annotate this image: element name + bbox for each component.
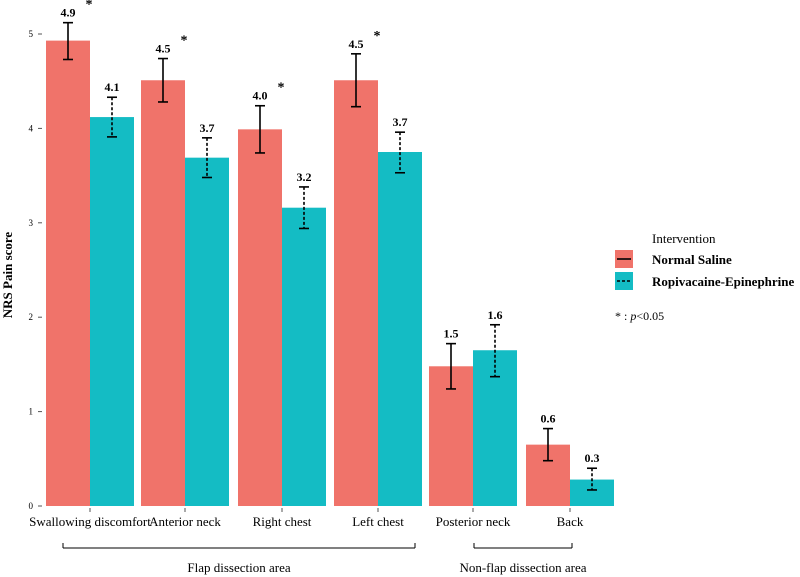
y-tick-label: 1 xyxy=(29,407,34,417)
significance-star: * xyxy=(86,0,93,13)
bar-normal-saline xyxy=(46,40,90,506)
x-tick-label: Posterior neck xyxy=(436,514,511,529)
bars: 4.9 4.1 * 4.5 3.7 * 4.0 3.2 * 4.5 3.7 * 1.5 1.6 0.6 0.3 xyxy=(46,0,614,507)
bar-ropivacaine-epinephrine xyxy=(185,157,229,506)
y-tick-label: 5 xyxy=(29,29,34,39)
significance-star: * xyxy=(181,34,188,49)
legend-label-normal-saline: Normal Saline xyxy=(652,252,732,267)
data-label-ropivacaine-epinephrine: 3.7 xyxy=(200,121,215,135)
bar-ropivacaine-epinephrine xyxy=(378,152,422,506)
x-tick-label: Swallowing discomfort xyxy=(29,514,151,529)
data-label-ropivacaine-epinephrine: 4.1 xyxy=(105,80,120,94)
x-tick-label: Anterior neck xyxy=(149,514,221,529)
x-tick-label: Left chest xyxy=(352,514,404,529)
group-label-flap-dissection-area: Flap dissection area xyxy=(187,560,290,575)
data-label-ropivacaine-epinephrine: 3.2 xyxy=(297,170,312,184)
y-tick-label: 2 xyxy=(29,312,34,322)
x-tick-label: Back xyxy=(557,514,584,529)
bar-ropivacaine-epinephrine xyxy=(90,117,134,507)
significance-star: * xyxy=(278,81,285,96)
group-brackets: Flap dissection area Non-flap dissection … xyxy=(62,543,587,575)
data-label-ropivacaine-epinephrine: 3.7 xyxy=(393,115,408,129)
bar-ropivacaine-epinephrine xyxy=(473,350,517,506)
y-axis-label: NRS Pain score xyxy=(0,232,15,319)
significance-note: * : p<0.05 xyxy=(615,309,664,323)
bar-normal-saline xyxy=(141,80,185,507)
bar-normal-saline xyxy=(238,129,282,506)
bar-ropivacaine-epinephrine xyxy=(282,207,326,507)
significance-note-threshold: <0.05 xyxy=(636,309,664,323)
data-label-normal-saline: 0.6 xyxy=(541,412,556,426)
data-label-normal-saline: 4.5 xyxy=(156,42,171,56)
group-label-non-flap-dissection-area: Non-flap dissection area xyxy=(459,560,586,575)
legend-title: Intervention xyxy=(652,231,716,246)
legend: Intervention Normal Saline Ropivacaine-E… xyxy=(615,231,795,323)
significance-note-marker: * : xyxy=(615,309,630,323)
data-label-ropivacaine-epinephrine: 1.6 xyxy=(488,308,503,322)
x-tick-label: Right chest xyxy=(253,514,312,529)
data-label-normal-saline: 1.5 xyxy=(444,327,459,341)
y-tick-label: 3 xyxy=(29,218,34,228)
y-axis: 0 1 2 3 4 5 xyxy=(29,29,42,511)
y-tick-label: 4 xyxy=(29,123,34,133)
significance-star: * xyxy=(374,29,381,44)
bar-normal-saline xyxy=(334,80,378,507)
data-label-normal-saline: 4.9 xyxy=(61,6,76,20)
y-tick-label: 0 xyxy=(29,501,34,511)
legend-label-ropivacaine: Ropivacaine-Epinephrine xyxy=(652,274,795,289)
data-label-normal-saline: 4.5 xyxy=(349,37,364,51)
significance-note-p: p xyxy=(629,309,636,323)
data-label-ropivacaine-epinephrine: 0.3 xyxy=(585,451,600,465)
data-label-normal-saline: 4.0 xyxy=(253,89,268,103)
